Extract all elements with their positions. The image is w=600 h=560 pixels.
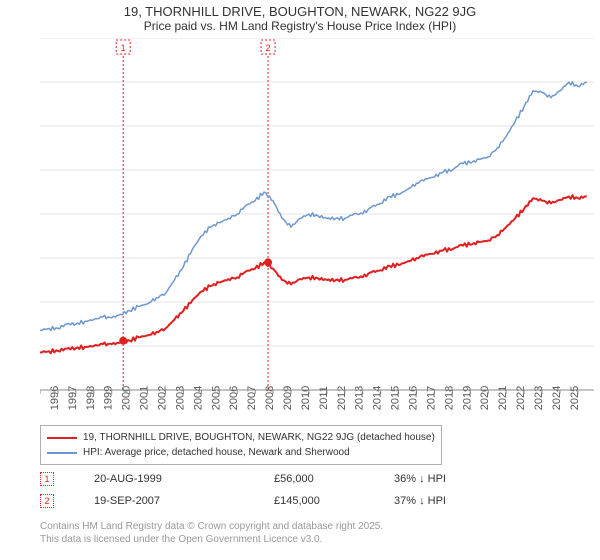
- svg-text:2021: 2021: [497, 386, 509, 410]
- legend-item: HPI: Average price, detached house, Newa…: [47, 445, 435, 460]
- svg-text:2002: 2002: [157, 386, 169, 410]
- svg-text:2003: 2003: [174, 386, 186, 410]
- event-delta: 37% ↓ HPI: [394, 495, 514, 507]
- svg-text:2023: 2023: [533, 386, 545, 410]
- event-price: £56,000: [274, 473, 354, 485]
- svg-text:2020: 2020: [479, 386, 491, 410]
- legend: 19, THORNHILL DRIVE, BOUGHTON, NEWARK, N…: [40, 425, 442, 465]
- svg-text:2: 2: [266, 43, 271, 53]
- chart-area: £0£50K£100K£150K£200K£250K£300K£350K£400…: [40, 38, 594, 418]
- chart-title: 19, THORNHILL DRIVE, BOUGHTON, NEWARK, N…: [0, 0, 600, 33]
- svg-text:2022: 2022: [515, 386, 527, 410]
- event-date: 19-SEP-2007: [94, 495, 234, 507]
- svg-text:2005: 2005: [210, 386, 222, 410]
- svg-text:1995: 1995: [40, 386, 43, 410]
- svg-text:2008: 2008: [264, 386, 276, 410]
- svg-text:2001: 2001: [139, 386, 151, 410]
- svg-text:2017: 2017: [425, 386, 437, 410]
- title-line2: Price paid vs. HM Land Registry's House …: [0, 19, 600, 33]
- svg-text:2025: 2025: [569, 386, 581, 410]
- event-table: 1 20-AUG-1999 £56,000 36% ↓ HPI 2 19-SEP…: [40, 468, 514, 512]
- event-row: 2 19-SEP-2007 £145,000 37% ↓ HPI: [40, 490, 514, 512]
- svg-text:2013: 2013: [354, 386, 366, 410]
- legend-swatch: [47, 452, 77, 454]
- svg-text:1998: 1998: [85, 386, 97, 410]
- svg-text:2012: 2012: [336, 386, 348, 410]
- svg-text:1996: 1996: [49, 386, 61, 410]
- svg-text:2019: 2019: [461, 386, 473, 410]
- svg-text:2007: 2007: [246, 386, 258, 410]
- svg-text:2004: 2004: [192, 386, 204, 410]
- svg-text:2010: 2010: [300, 386, 312, 410]
- line-chart: £0£50K£100K£150K£200K£250K£300K£350K£400…: [40, 38, 594, 418]
- footer-line1: Contains HM Land Registry data © Crown c…: [40, 520, 383, 533]
- svg-text:2016: 2016: [408, 386, 420, 410]
- svg-text:2009: 2009: [282, 386, 294, 410]
- legend-label: 19, THORNHILL DRIVE, BOUGHTON, NEWARK, N…: [83, 432, 435, 443]
- event-marker: 1: [40, 472, 54, 486]
- legend-item: 19, THORNHILL DRIVE, BOUGHTON, NEWARK, N…: [47, 430, 435, 445]
- svg-text:2015: 2015: [390, 386, 402, 410]
- event-marker: 2: [40, 494, 54, 508]
- svg-text:2014: 2014: [372, 386, 384, 410]
- event-price: £145,000: [274, 495, 354, 507]
- svg-text:1: 1: [121, 43, 126, 53]
- svg-text:2024: 2024: [551, 386, 563, 410]
- legend-label: HPI: Average price, detached house, Newa…: [83, 447, 350, 458]
- event-date: 20-AUG-1999: [94, 473, 234, 485]
- svg-text:2000: 2000: [121, 386, 133, 410]
- title-line1: 19, THORNHILL DRIVE, BOUGHTON, NEWARK, N…: [0, 4, 600, 19]
- legend-swatch: [47, 437, 77, 439]
- svg-text:1999: 1999: [103, 386, 115, 410]
- event-row: 1 20-AUG-1999 £56,000 36% ↓ HPI: [40, 468, 514, 490]
- svg-text:1997: 1997: [67, 386, 79, 410]
- event-delta: 36% ↓ HPI: [394, 473, 514, 485]
- svg-text:2018: 2018: [443, 386, 455, 410]
- footer-line2: This data is licensed under the Open Gov…: [40, 533, 383, 546]
- footer-attribution: Contains HM Land Registry data © Crown c…: [40, 520, 383, 546]
- svg-text:2006: 2006: [228, 386, 240, 410]
